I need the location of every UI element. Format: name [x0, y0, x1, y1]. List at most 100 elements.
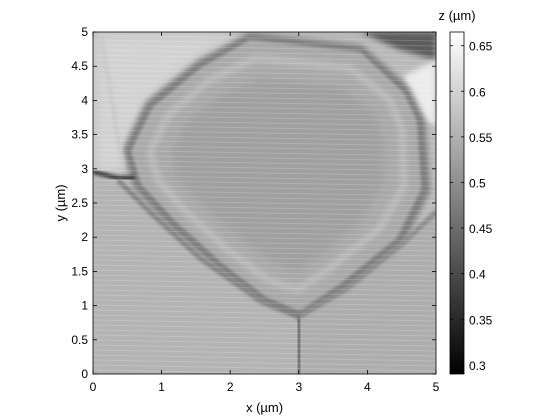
x-tick-label: 5	[433, 380, 440, 394]
y-tick-label: 1	[81, 299, 88, 313]
scan-line	[93, 194, 436, 202]
scan-line	[93, 279, 436, 287]
scan-line	[93, 324, 436, 332]
colorbar-tick-label: 0.5	[469, 176, 486, 190]
scan-line	[93, 339, 436, 347]
colorbar-axis: 0.3 0.35 0.4 0.45 0.5 0.55 0.6 0.65	[450, 40, 493, 373]
scan-line	[93, 274, 436, 282]
scan-line	[93, 269, 436, 277]
y-tick-label: 5	[81, 25, 88, 39]
scan-line	[93, 119, 436, 127]
scan-line	[93, 359, 436, 367]
colorbar-tick-label: 0.3	[469, 359, 486, 373]
scan-line	[93, 159, 436, 167]
scan-line	[93, 209, 436, 217]
y-tick-label: 4	[81, 93, 88, 107]
x-tick-label: 0	[90, 380, 97, 394]
y-tick-label: 3	[81, 162, 88, 176]
y-tick-label: 3.5	[71, 128, 88, 142]
scan-line	[93, 289, 436, 297]
y-tick-label: 4.5	[71, 59, 88, 73]
scan-line-texture	[93, 34, 436, 374]
scan-line	[93, 84, 436, 92]
scan-line	[93, 34, 436, 42]
scan-line	[93, 54, 436, 62]
scan-line	[93, 214, 436, 222]
scan-line	[93, 314, 436, 322]
x-axis-label: x (µm)	[246, 400, 283, 415]
scan-line	[93, 259, 436, 267]
scan-line	[93, 44, 436, 52]
scan-line	[93, 309, 436, 317]
scan-line	[93, 114, 436, 122]
x-tick-label: 4	[364, 380, 371, 394]
scan-line	[93, 104, 436, 112]
scan-line	[93, 284, 436, 292]
scan-line	[93, 229, 436, 237]
scan-line	[93, 139, 436, 147]
scan-line	[93, 89, 436, 97]
scan-line	[93, 239, 436, 247]
scan-line	[93, 349, 436, 357]
y-tick-label: 0	[81, 367, 88, 381]
scan-line	[93, 369, 351, 374]
scan-line	[93, 149, 436, 157]
x-axis: 0 1 2 3 4 5	[90, 32, 440, 394]
scan-line	[93, 94, 436, 102]
scan-line	[93, 319, 436, 327]
colorbar-tick-label: 0.65	[469, 40, 493, 54]
y-tick-label: 0.5	[71, 333, 88, 347]
scan-line	[93, 169, 436, 177]
scan-line	[93, 354, 436, 362]
y-tick-label: 2.5	[71, 196, 88, 210]
scan-line	[93, 74, 436, 82]
scan-line	[93, 224, 436, 232]
scan-line	[93, 99, 436, 107]
scan-line	[93, 179, 436, 187]
scan-line	[93, 249, 436, 257]
y-axis: 0 0.5 1 1.5 2 2.5 3 3.5 4 4.5 5	[71, 25, 436, 381]
colorbar-tick-label: 0.35	[469, 313, 493, 327]
scan-line	[93, 364, 436, 372]
scan-line	[93, 59, 436, 67]
scan-line	[93, 329, 436, 337]
scan-line	[93, 144, 436, 152]
scan-line	[93, 344, 436, 352]
scan-line	[93, 219, 436, 227]
height-map-image	[93, 32, 436, 374]
colorbar-tick-label: 0.4	[469, 268, 486, 282]
scan-line	[93, 294, 436, 302]
scan-line	[93, 189, 436, 197]
scan-line	[93, 69, 436, 77]
colorbar-tick-label: 0.45	[469, 222, 493, 236]
scan-line	[93, 234, 436, 242]
colorbar	[450, 32, 464, 374]
scan-line	[93, 134, 436, 142]
scan-line	[93, 129, 436, 137]
x-tick-label: 2	[227, 380, 234, 394]
scan-line	[93, 304, 436, 312]
scan-line	[93, 184, 436, 192]
scan-line	[93, 124, 436, 132]
y-tick-label: 1.5	[71, 264, 88, 278]
colorbar-frame	[449, 31, 465, 375]
scan-line	[93, 154, 436, 162]
scan-line	[93, 64, 436, 72]
y-tick-label: 2	[81, 230, 88, 244]
scan-line	[93, 254, 436, 262]
scan-line	[93, 299, 436, 307]
scan-line	[93, 49, 436, 57]
scan-line	[93, 79, 436, 87]
scan-line	[93, 199, 436, 207]
scan-line	[93, 244, 436, 252]
colorbar-tick-label: 0.6	[469, 85, 486, 99]
scan-line	[93, 264, 436, 272]
y-axis-label: y (µm)	[53, 184, 68, 221]
colorbar-tick-label: 0.55	[469, 131, 493, 145]
scan-line	[93, 174, 436, 182]
colorbar-label: z (µm)	[438, 8, 475, 23]
scan-line	[93, 109, 436, 117]
scan-line	[93, 39, 436, 47]
scan-line	[93, 164, 436, 172]
